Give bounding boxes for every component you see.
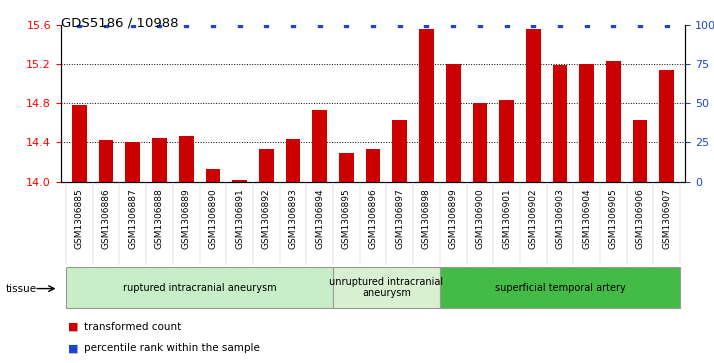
Text: GSM1306902: GSM1306902: [529, 188, 538, 249]
Text: GSM1306891: GSM1306891: [235, 188, 244, 249]
Text: GSM1306894: GSM1306894: [315, 188, 324, 249]
Bar: [440, 267, 680, 308]
Text: superficial temporal artery: superficial temporal artery: [495, 283, 625, 293]
Text: GSM1306895: GSM1306895: [342, 188, 351, 249]
Bar: [206, 169, 220, 182]
Bar: [72, 105, 86, 182]
Bar: [232, 180, 247, 182]
Bar: [99, 139, 114, 182]
Text: GSM1306886: GSM1306886: [101, 188, 111, 249]
Text: ruptured intracranial aneurysm: ruptured intracranial aneurysm: [123, 283, 276, 293]
Text: GSM1306901: GSM1306901: [502, 188, 511, 249]
Text: percentile rank within the sample: percentile rank within the sample: [84, 343, 260, 354]
Text: GSM1306905: GSM1306905: [609, 188, 618, 249]
Text: GDS5186 / 10988: GDS5186 / 10988: [61, 16, 178, 29]
Bar: [259, 149, 273, 182]
Text: GSM1306892: GSM1306892: [262, 188, 271, 249]
Bar: [473, 103, 487, 182]
Bar: [333, 267, 440, 308]
Text: ■: ■: [68, 343, 79, 354]
Bar: [606, 61, 620, 182]
Bar: [633, 120, 648, 182]
Bar: [579, 65, 594, 182]
Bar: [553, 65, 568, 182]
Bar: [393, 120, 407, 182]
Bar: [446, 65, 461, 182]
Text: GSM1306890: GSM1306890: [208, 188, 217, 249]
Bar: [312, 110, 327, 182]
Bar: [286, 139, 301, 182]
Text: GSM1306888: GSM1306888: [155, 188, 164, 249]
Bar: [660, 70, 674, 182]
Text: GSM1306896: GSM1306896: [368, 188, 378, 249]
Text: GSM1306898: GSM1306898: [422, 188, 431, 249]
Text: GSM1306906: GSM1306906: [635, 188, 645, 249]
Bar: [339, 153, 353, 182]
Text: GSM1306903: GSM1306903: [555, 188, 565, 249]
Bar: [66, 267, 333, 308]
Text: unruptured intracranial
aneurysm: unruptured intracranial aneurysm: [329, 277, 443, 298]
Text: GSM1306907: GSM1306907: [663, 188, 671, 249]
Text: GSM1306893: GSM1306893: [288, 188, 298, 249]
Text: GSM1306885: GSM1306885: [75, 188, 84, 249]
Bar: [126, 142, 140, 182]
Bar: [526, 29, 540, 181]
Text: ■: ■: [68, 322, 79, 332]
Text: tissue: tissue: [6, 284, 37, 294]
Text: GSM1306904: GSM1306904: [582, 188, 591, 249]
Bar: [152, 138, 167, 182]
Text: GSM1306887: GSM1306887: [129, 188, 137, 249]
Bar: [366, 149, 381, 182]
Bar: [419, 29, 434, 181]
Bar: [499, 99, 514, 182]
Text: GSM1306899: GSM1306899: [448, 188, 458, 249]
Text: GSM1306889: GSM1306889: [181, 188, 191, 249]
Bar: [178, 136, 193, 182]
Text: transformed count: transformed count: [84, 322, 181, 332]
Text: GSM1306900: GSM1306900: [476, 188, 484, 249]
Text: GSM1306897: GSM1306897: [396, 188, 404, 249]
